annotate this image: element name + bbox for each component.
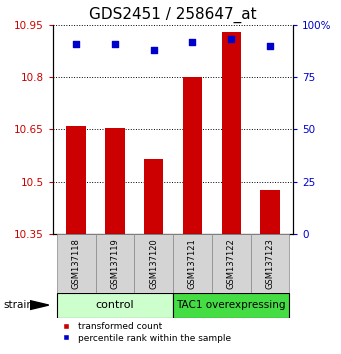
Bar <box>134 234 173 292</box>
Point <box>267 43 273 48</box>
Point <box>73 41 79 46</box>
Polygon shape <box>30 301 49 309</box>
Text: control: control <box>95 300 134 310</box>
Bar <box>57 234 95 292</box>
Bar <box>173 292 290 318</box>
Point <box>151 47 157 53</box>
Text: GSM137123: GSM137123 <box>266 238 275 289</box>
Point <box>112 41 118 46</box>
Bar <box>95 234 134 292</box>
Title: GDS2451 / 258647_at: GDS2451 / 258647_at <box>89 7 257 23</box>
Bar <box>57 292 173 318</box>
Point <box>190 39 195 44</box>
Bar <box>66 126 86 234</box>
Bar <box>183 77 202 234</box>
Bar <box>212 234 251 292</box>
Text: GSM137118: GSM137118 <box>72 238 80 289</box>
Bar <box>222 32 241 234</box>
Bar <box>251 234 290 292</box>
Text: strain: strain <box>3 300 33 310</box>
Point <box>228 36 234 42</box>
Text: GSM137119: GSM137119 <box>110 238 119 289</box>
Text: GSM137122: GSM137122 <box>227 238 236 289</box>
Bar <box>105 128 124 234</box>
Legend: transformed count, percentile rank within the sample: transformed count, percentile rank withi… <box>57 322 231 343</box>
Text: TAC1 overexpressing: TAC1 overexpressing <box>177 300 286 310</box>
Bar <box>173 234 212 292</box>
Text: GSM137120: GSM137120 <box>149 238 158 289</box>
Bar <box>260 190 280 234</box>
Bar <box>144 159 163 234</box>
Text: GSM137121: GSM137121 <box>188 238 197 289</box>
